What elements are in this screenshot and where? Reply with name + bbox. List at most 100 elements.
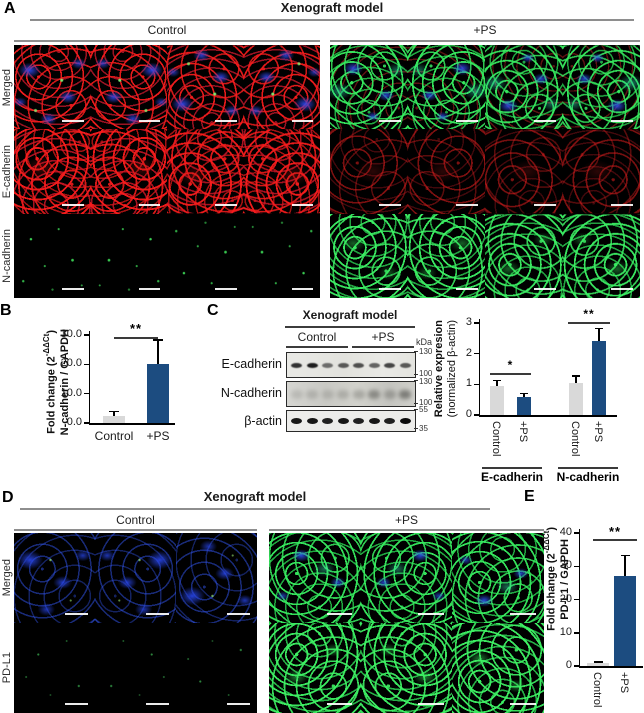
micrograph-row	[14, 129, 320, 214]
y-tick-label: 30	[559, 559, 572, 572]
y-axis	[88, 331, 90, 425]
scale-bar	[533, 119, 556, 122]
panel-c-label: C	[207, 302, 219, 319]
panel-e-y-axis-title-line2: PD-L1 / GAPDH	[558, 538, 571, 620]
marker-100: 100	[419, 369, 433, 378]
micrograph-row	[330, 213, 640, 298]
fluorescence-image	[90, 45, 167, 130]
y-tick-label: 2	[465, 346, 472, 359]
x-axis	[578, 666, 643, 668]
fluorescence-image	[330, 129, 408, 214]
blot-band	[291, 362, 303, 368]
micrograph-tile	[95, 533, 176, 623]
micrograph-tile	[360, 533, 453, 623]
y-tick-mark	[574, 598, 579, 601]
micrograph-tile	[90, 45, 167, 130]
panel-d-ps-underline	[269, 529, 544, 531]
scale-bar	[215, 288, 237, 291]
panel-e-significance-stars: **	[608, 524, 622, 539]
panel-d-control-micrographs	[14, 533, 257, 713]
scale-bar	[291, 119, 314, 122]
micrograph-tile	[176, 533, 257, 623]
panel-c-control-underline	[286, 346, 348, 348]
row-label-ncadherin: N-cadherin	[1, 228, 13, 283]
fluorescence-image	[90, 213, 167, 298]
y-tick-mark	[84, 363, 89, 366]
scale-bar	[611, 119, 634, 122]
blot-band	[368, 389, 381, 399]
fluorescence-image	[14, 45, 91, 130]
micrograph-tile	[14, 623, 95, 713]
scale-bar	[510, 612, 536, 615]
scale-bar	[291, 288, 314, 291]
micrograph-tile	[330, 213, 408, 298]
panel-a-label: A	[4, 0, 16, 17]
micrograph-row	[14, 45, 320, 130]
micrograph-row	[269, 533, 545, 623]
panel-c-chart: 0 1 2 3 Control +PS Control +PS	[466, 316, 617, 456]
scale-bar	[65, 612, 88, 615]
fluorescence-image	[452, 533, 545, 623]
blot-band	[353, 418, 365, 424]
panel-c-sig-star-ecad: *	[507, 358, 514, 372]
blot-bactin	[286, 410, 416, 432]
scale-bar	[456, 288, 479, 291]
panel-b-significance-line	[114, 337, 158, 339]
micrograph-tile	[485, 129, 563, 214]
panel-c-ps-underline	[352, 346, 414, 348]
scale-bar	[62, 119, 84, 122]
blot-ncadherin	[286, 381, 416, 407]
y-tick-label: 3	[465, 316, 472, 328]
marker-tick	[414, 428, 418, 429]
scale-bar	[378, 204, 401, 207]
scale-bar	[215, 204, 237, 207]
scale-bar	[62, 204, 84, 207]
y-tick-mark	[84, 392, 89, 395]
micrograph-tile	[407, 213, 485, 298]
blot-band	[399, 418, 411, 424]
marker-tick	[414, 374, 418, 375]
x-axis	[478, 415, 617, 417]
panel-d-title: Xenograft model	[203, 489, 307, 504]
fluorescence-image	[167, 45, 244, 130]
blot-band	[306, 418, 318, 424]
fluorescence-image	[407, 213, 485, 298]
scale-bar	[227, 612, 250, 615]
panel-c-title: Xenograft model	[302, 308, 398, 322]
scale-bar	[611, 288, 634, 291]
error-bar-cap	[109, 410, 119, 413]
blot-band	[337, 418, 349, 424]
marker-tick	[414, 403, 418, 404]
panel-a-col-ps: +PS	[473, 23, 497, 37]
fluorescence-image	[330, 45, 408, 130]
fluorescence-image	[330, 213, 408, 298]
fluorescence-image	[14, 213, 91, 298]
micrograph-row	[14, 213, 320, 298]
micrograph-tile	[562, 213, 640, 298]
blot-band	[306, 362, 318, 368]
error-bar-cap	[520, 392, 528, 395]
fluorescence-image	[167, 129, 244, 214]
y-tick-label: 0.0	[66, 416, 82, 428]
panel-b-significance-stars: **	[129, 321, 143, 336]
blot-band	[399, 362, 411, 368]
scale-bar	[533, 204, 556, 207]
y-tick-mark	[574, 665, 579, 667]
marker-tick	[414, 351, 418, 352]
panel-c-group-label-ncad: N-cadherin	[556, 470, 620, 484]
error-bar-stem	[624, 554, 626, 577]
blot-band	[368, 362, 380, 368]
fluorescence-image	[90, 129, 167, 214]
scale-bar	[611, 204, 634, 207]
fluorescence-image	[176, 623, 257, 713]
scale-bar	[138, 288, 161, 291]
x-category-label: +PS	[517, 421, 529, 443]
blot-ecadherin	[286, 352, 416, 378]
micrograph-tile	[330, 45, 408, 130]
y-axis	[478, 319, 480, 417]
scale-bar	[418, 702, 445, 705]
error-bar-stem	[157, 339, 159, 364]
bar	[614, 576, 636, 666]
bar	[569, 382, 583, 415]
y-tick-mark	[574, 532, 579, 534]
